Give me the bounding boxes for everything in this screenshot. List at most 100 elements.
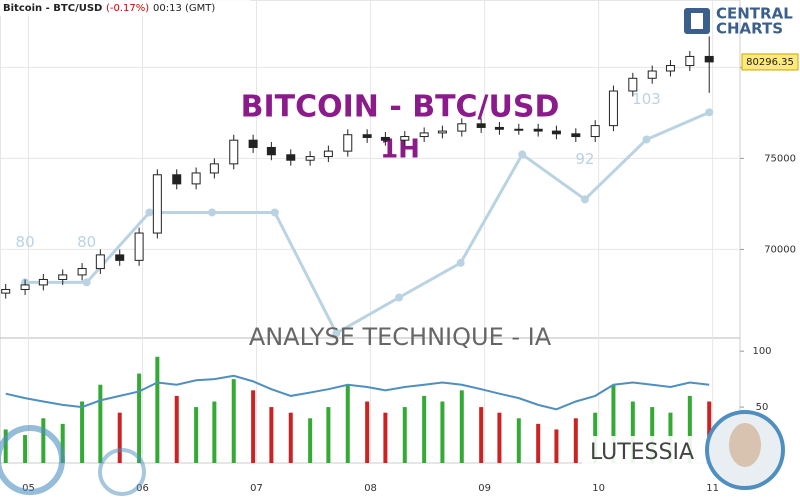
x-tick-label: 10 <box>592 483 605 494</box>
candle-body <box>343 134 353 152</box>
bar <box>497 412 502 463</box>
y-tick-label: 75000 <box>764 153 796 164</box>
candle-body <box>248 139 258 148</box>
bar <box>288 412 293 463</box>
logo-icon-inner <box>691 13 703 29</box>
foreground-layer: 050607080910117000075000800005010080296.… <box>1 36 799 494</box>
candle-body <box>476 123 486 128</box>
x-tick-label: 05 <box>22 483 35 494</box>
candle-body <box>400 136 410 141</box>
overlay-label: 92 <box>575 150 594 168</box>
bar <box>536 423 541 463</box>
candle-body <box>647 70 657 79</box>
candle-body <box>77 268 87 276</box>
header-change: (-0.17%) <box>106 3 149 14</box>
overlay-point <box>270 208 279 217</box>
bar <box>630 401 635 463</box>
bar <box>650 407 655 463</box>
bar <box>3 429 8 463</box>
bar <box>365 401 370 463</box>
candle-body <box>305 156 315 161</box>
last-price: 80296.35 <box>746 57 794 68</box>
candle-body <box>229 139 239 165</box>
bar <box>23 435 28 463</box>
candle-body <box>457 123 467 132</box>
panel-title: ANALYSE TECHNIQUE - IA <box>249 323 552 351</box>
bar <box>422 395 427 463</box>
bar <box>308 418 313 463</box>
bar <box>269 407 274 463</box>
candle-body <box>608 90 618 127</box>
candle-body <box>665 65 675 72</box>
bar <box>345 384 350 463</box>
candle-body <box>571 133 581 138</box>
overlay-point <box>456 258 465 267</box>
last-price-box <box>741 53 799 71</box>
overlay-point <box>580 195 589 204</box>
candle-body <box>191 172 201 185</box>
candle-body <box>1 288 11 294</box>
bar <box>98 384 103 463</box>
header-bg <box>0 0 250 16</box>
header-time: 00:13 (GMT) <box>153 3 215 14</box>
bar <box>194 407 199 463</box>
x-tick-label: 07 <box>250 483 263 494</box>
candle-body <box>704 55 714 63</box>
candle-body <box>115 254 125 261</box>
bar <box>554 429 559 463</box>
overlay-point <box>518 150 527 159</box>
bar <box>137 373 142 463</box>
plot-frame <box>0 0 741 464</box>
bar <box>231 379 236 463</box>
bar <box>41 418 46 463</box>
candle-body <box>494 126 504 130</box>
candle-body <box>58 274 68 280</box>
candle-body <box>134 232 144 261</box>
decor-circle <box>0 425 65 495</box>
bar <box>212 401 217 463</box>
bar <box>383 412 388 463</box>
avatar-face <box>729 423 761 467</box>
logo-text: CENTRAL <box>716 5 793 23</box>
candle-body <box>286 154 296 161</box>
overlay-label: 80 <box>16 233 35 251</box>
overlay-point <box>208 208 217 217</box>
y-tick-label: 50 <box>756 402 769 413</box>
candle-body <box>323 150 333 158</box>
candle-body <box>514 128 524 131</box>
bar <box>80 401 85 463</box>
candle-body <box>266 146 276 156</box>
overlay-label: 103 <box>632 90 661 108</box>
watermark-title: BITCOIN - BTC/USD <box>241 90 560 125</box>
x-tick-label: 11 <box>706 483 719 494</box>
overlay-point <box>82 278 91 287</box>
bar <box>459 390 464 463</box>
bar <box>687 395 692 463</box>
logo-text: CHARTS <box>716 20 783 38</box>
overlay-point <box>705 108 714 117</box>
bar <box>479 407 484 463</box>
header-title: Bitcoin - BTC/USD <box>3 3 102 14</box>
badge-bg <box>582 436 706 468</box>
overlay-point <box>145 208 154 217</box>
bar <box>611 384 616 463</box>
bar <box>516 418 521 463</box>
y-tick-label: 70000 <box>764 244 796 255</box>
decor-circle <box>98 448 146 496</box>
x-tick-label: 09 <box>478 483 491 494</box>
candle-body <box>209 163 219 174</box>
x-tick-label: 08 <box>364 483 377 494</box>
overlay-point <box>395 293 404 302</box>
candle-body <box>437 130 447 134</box>
bar <box>573 418 578 463</box>
candle-body <box>419 132 429 138</box>
bar <box>60 423 65 463</box>
bar <box>326 407 331 463</box>
candle-body <box>685 55 695 67</box>
bar <box>402 407 407 463</box>
y-tick-label: 100 <box>752 346 771 357</box>
candle-body <box>533 128 543 132</box>
candle-body <box>172 174 182 185</box>
bar <box>440 401 445 463</box>
